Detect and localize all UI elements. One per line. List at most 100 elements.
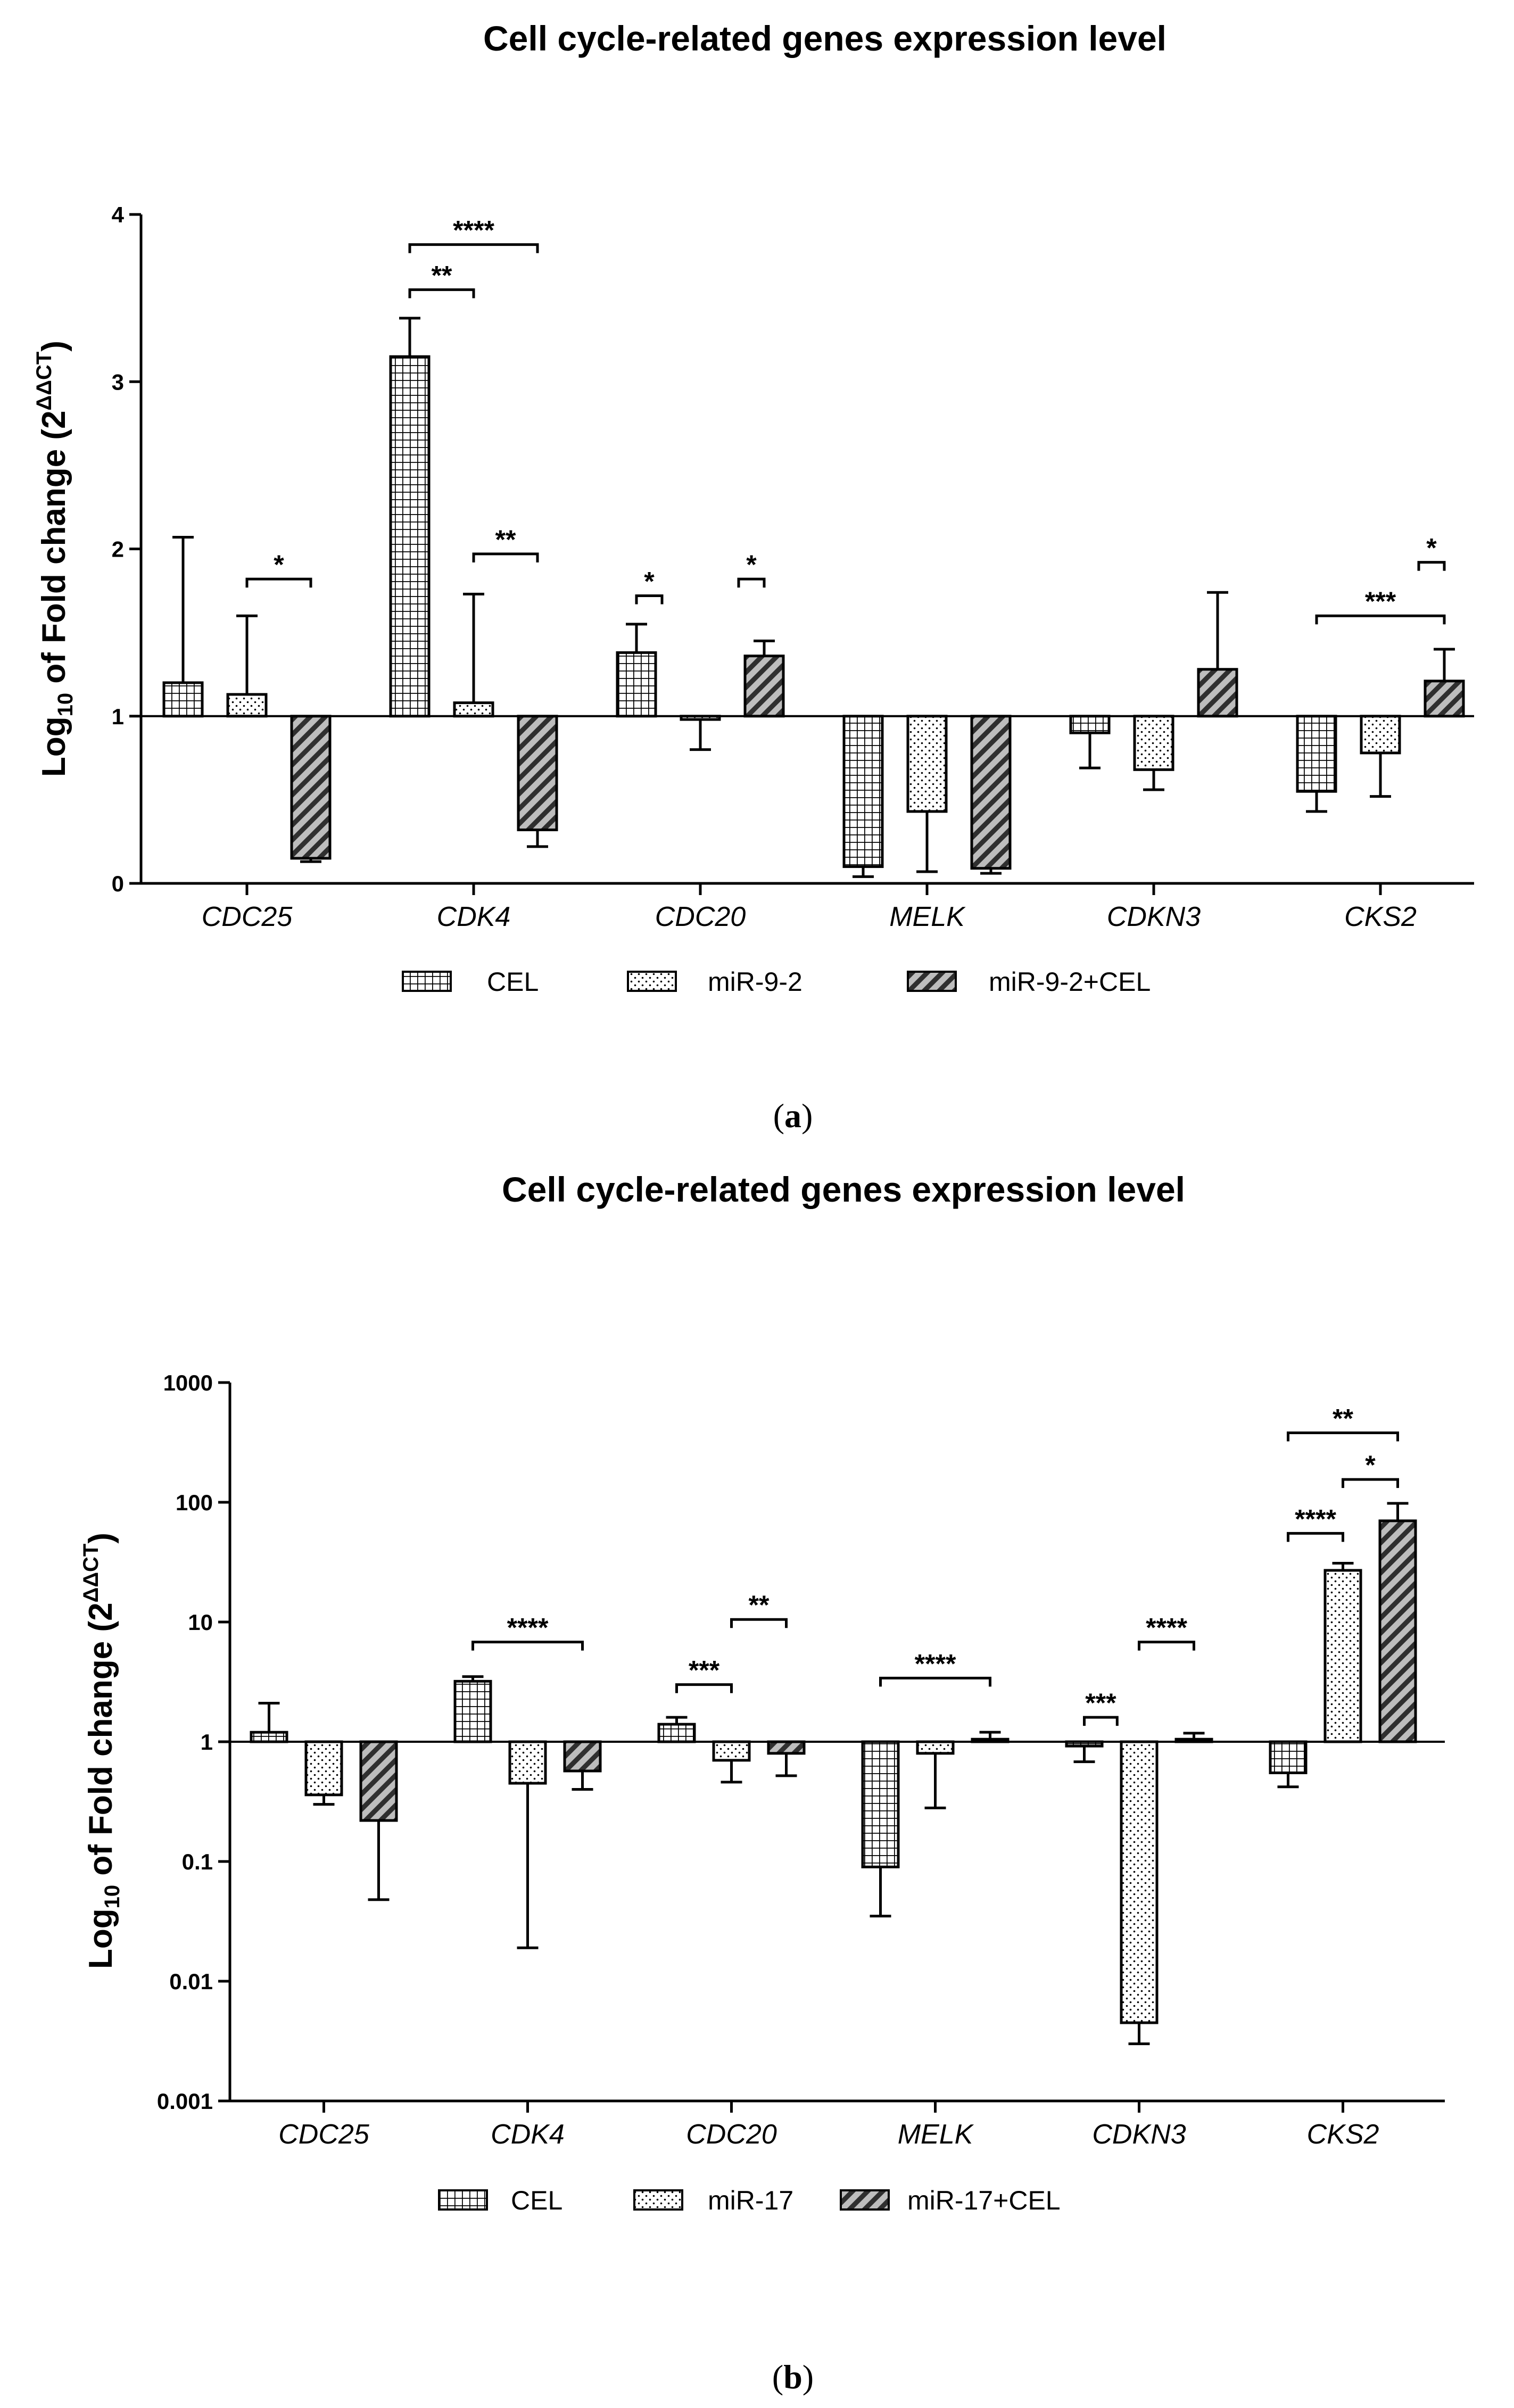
x-tick-label-cdkn3: CDKN3 [1092, 2119, 1186, 2150]
legend-b-cel: CEL [438, 2186, 562, 2215]
error-bar-mir-cdc25 [236, 614, 258, 694]
error-bar-combo-cdkn3 [1207, 591, 1228, 669]
legend-a-mir92-cel-swatch [907, 971, 957, 992]
panel-a-label: (a) [773, 1097, 813, 1135]
significance-label: **** [507, 1613, 549, 1643]
bar-cel-cdc25 [250, 1731, 288, 1743]
y-tick-label: 0.001 [157, 2089, 213, 2114]
error-bar-cel-cdkn3 [1079, 733, 1101, 769]
y-tick-label: 1 [112, 704, 124, 729]
y-tick-label: 100 [176, 1490, 213, 1515]
chart-b-x-axis: CDC25 CDK4 CDC20 MELK CDKN3 CKS2 [230, 2099, 1445, 2150]
error-bar-mir-cdc25 [313, 1794, 335, 1806]
bar-cel-cdc20 [657, 1723, 696, 1743]
significance-bracket: * [1417, 533, 1446, 571]
y-tick-label: 4 [112, 202, 125, 227]
error-bar-combo-cdc25 [368, 1820, 390, 1901]
bar-cel-cdk4 [389, 355, 431, 718]
error-bar-combo-cdk4 [572, 1770, 593, 1791]
significance-bracket: * [245, 550, 312, 588]
significance-bracket: **** [1138, 1613, 1195, 1651]
legend-b-mir17-cel-swatch [840, 2189, 890, 2211]
chart-panel-a: Cell cycle-related genes expression leve… [32, 19, 1474, 1135]
significance-bracket: **** [1287, 1504, 1344, 1542]
significance-label: **** [453, 216, 494, 245]
error-bar-mir-cdc20 [690, 719, 711, 751]
bar-combo-cdc25 [290, 715, 332, 860]
error-bar-mir-cdc20 [721, 1760, 742, 1784]
x-tick-label-cdk4: CDK4 [437, 901, 511, 932]
error-bar-combo-cdk4 [527, 830, 548, 848]
error-bar-combo-cdkn3 [1183, 1732, 1205, 1740]
x-tick-label-cdc25: CDC25 [202, 901, 293, 932]
error-bar-cel-cdkn3 [1073, 1746, 1095, 1764]
bar-cel-cdk4 [453, 1679, 492, 1743]
bar-combo-cdkn3 [1197, 668, 1238, 718]
bar-mir-cdkn3 [1120, 1740, 1159, 2024]
chart-a-y-label: Log10 of Fold change (2ΔΔCT) [32, 341, 77, 777]
chart-panel-b: Cell cycle-related genes expression leve… [79, 1170, 1445, 2396]
error-bar-cel-cdk4 [462, 1675, 484, 1682]
legend-b-mir17: miR-17 [633, 2186, 793, 2215]
bar-mir-cks2 [1323, 1569, 1362, 1743]
y-tick-label: 0.1 [182, 1849, 213, 1874]
error-bar-mir-cdk4 [517, 1783, 539, 1949]
x-tick-label-cdkn3: CDKN3 [1107, 901, 1201, 932]
error-bar-cel-cdc25 [258, 1702, 280, 1733]
legend-a-mir92-swatch [627, 971, 677, 992]
error-bar-cel-cdk4 [399, 317, 420, 357]
significance-bracket: **** [408, 216, 539, 253]
significance-bracket: ** [1287, 1404, 1399, 1442]
significance-label: **** [915, 1649, 956, 1678]
significance-label: **** [1295, 1504, 1336, 1534]
error-bar-mir-cdkn3 [1143, 769, 1164, 791]
bar-mir-cdc25 [226, 693, 268, 718]
bar-cel-cdc25 [162, 681, 204, 718]
bar-cel-cdc20 [616, 651, 657, 718]
legend-a-cel-label: CEL [487, 967, 539, 997]
legend-a-cel-swatch [402, 971, 452, 992]
significance-bracket: *** [1315, 586, 1446, 625]
error-bar-cel-cks2 [1306, 791, 1327, 813]
significance-label: ** [749, 1590, 770, 1620]
legend-a-mir92-label: miR-9-2 [708, 967, 802, 997]
chart-b-y-axis: 0.001 0.01 0.1 1 10 100 1000 [157, 1370, 231, 2114]
bar-combo-cdkn3 [1174, 1737, 1213, 1743]
bar-mir-cdk4 [508, 1740, 547, 1785]
significance-label: * [274, 550, 284, 580]
significance-label: * [644, 566, 655, 596]
chart-b-legend: CEL miR-17 miR-17+CEL [438, 2186, 1061, 2215]
significance-label: **** [1146, 1613, 1187, 1643]
x-tick-label-cks2: CKS2 [1307, 2119, 1379, 2150]
bar-combo-cdc20 [767, 1740, 806, 1755]
error-bar-mir-cdk4 [463, 592, 484, 703]
x-tick-label-cdc20: CDC20 [655, 901, 746, 932]
x-tick-label-cks2: CKS2 [1344, 901, 1417, 932]
x-tick-label-melk: MELK [898, 2119, 974, 2150]
error-bar-mir-melk [924, 1753, 946, 1809]
legend-a-cel: CEL [402, 967, 539, 997]
error-bar-mir-cks2 [1332, 1561, 1354, 1570]
legend-b-mir17-cel: miR-17+CEL [840, 2186, 1061, 2215]
significance-label: * [1426, 533, 1437, 563]
bar-mir-cdkn3 [1133, 715, 1174, 771]
bar-combo-cdc25 [359, 1740, 398, 1822]
significance-bracket: ** [730, 1590, 788, 1628]
error-bar-combo-cdc20 [775, 1753, 797, 1777]
error-bar-cel-cks2 [1277, 1773, 1299, 1789]
bar-cel-cks2 [1269, 1740, 1308, 1774]
bar-mir-cdk4 [453, 701, 494, 718]
bar-mir-melk [916, 1740, 955, 1755]
error-bar-cel-cdc25 [172, 536, 194, 683]
legend-a-mir92: miR-9-2 [627, 967, 802, 997]
error-bar-mir-cdkn3 [1128, 2023, 1150, 2046]
bar-mir-cdc20 [680, 715, 721, 721]
bar-combo-melk [971, 1737, 1010, 1743]
bar-combo-cks2 [1424, 680, 1465, 718]
legend-b-mir17-cel-label: miR-17+CEL [907, 2186, 1061, 2215]
bar-combo-cdc20 [743, 655, 785, 718]
y-tick-label: 1 [201, 1730, 213, 1755]
error-bar-combo-melk [980, 868, 1002, 875]
y-tick-label: 2 [112, 537, 124, 562]
